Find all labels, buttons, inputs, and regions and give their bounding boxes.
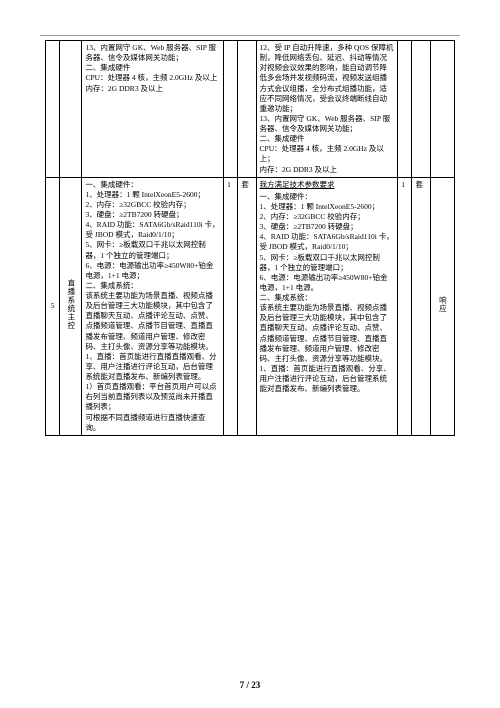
cell-u2	[412, 41, 430, 178]
cell-q2: 1	[398, 177, 412, 435]
cell-q2	[398, 41, 412, 178]
cell-spec-right: 12、受 IP 自动升降速，多种 QOS 保障机制，降低网络丢包、延迟、抖动等情…	[256, 41, 398, 178]
spec-text: 一、集成硬件： 1、处理器：1 颗 IntelXeonE5-2600； 2、内存…	[85, 180, 220, 433]
cell-spec-left: 13、内置网守 GK、Web 服务器、SIP 服务器、信令及媒体网关功能； 二、…	[82, 41, 224, 178]
row-index: 5	[51, 301, 55, 310]
cell-unit: 套	[238, 177, 256, 435]
cell-idx: 5	[46, 177, 60, 435]
cell-spec-left: 一、集成硬件： 1、处理器：1 颗 IntelXeonE5-2600； 2、内存…	[82, 177, 224, 435]
cell-qty: 1	[224, 177, 238, 435]
spec-text: 12、受 IP 自动升降速，多种 QOS 保障机制，降低网络丢包、延迟、抖动等情…	[260, 43, 395, 175]
cell-unit	[238, 41, 256, 178]
response-label: 响应	[437, 296, 447, 313]
cell-spec-right: 我方满足技术参数要求 一、集成硬件： 1、处理器：1 颗 IntelXeonE5…	[256, 177, 398, 435]
cell-resp	[430, 41, 454, 178]
unit: 套	[415, 180, 423, 189]
compliance-heading: 我方满足技术参数要求	[260, 180, 395, 190]
qty: 1	[401, 180, 405, 189]
item-name: 直播系统主控	[66, 279, 76, 330]
spec-text: 13、内置网守 GK、Web 服务器、SIP 服务器、信令及媒体网关功能； 二、…	[85, 43, 220, 94]
cell-name: 直播系统主控	[60, 177, 82, 435]
table-row: 5 直播系统主控 一、集成硬件： 1、处理器：1 颗 IntelXeonE5-2…	[46, 177, 455, 435]
cell-idx	[46, 41, 60, 178]
qty: 1	[227, 180, 231, 189]
page-top-rule	[40, 35, 460, 36]
page-number: 7 / 23	[0, 680, 500, 690]
spec-text: 一、集成硬件： 1、处理器：1 颗 IntelXeonE5-2600； 2、内存…	[260, 192, 395, 395]
table-row: 13、内置网守 GK、Web 服务器、SIP 服务器、信令及媒体网关功能； 二、…	[46, 41, 455, 178]
spec-table: 13、内置网守 GK、Web 服务器、SIP 服务器、信令及媒体网关功能； 二、…	[45, 40, 455, 436]
cell-name	[60, 41, 82, 178]
cell-u2: 套	[412, 177, 430, 435]
unit: 套	[241, 180, 249, 189]
cell-qty	[224, 41, 238, 178]
cell-resp: 响应	[430, 177, 454, 435]
